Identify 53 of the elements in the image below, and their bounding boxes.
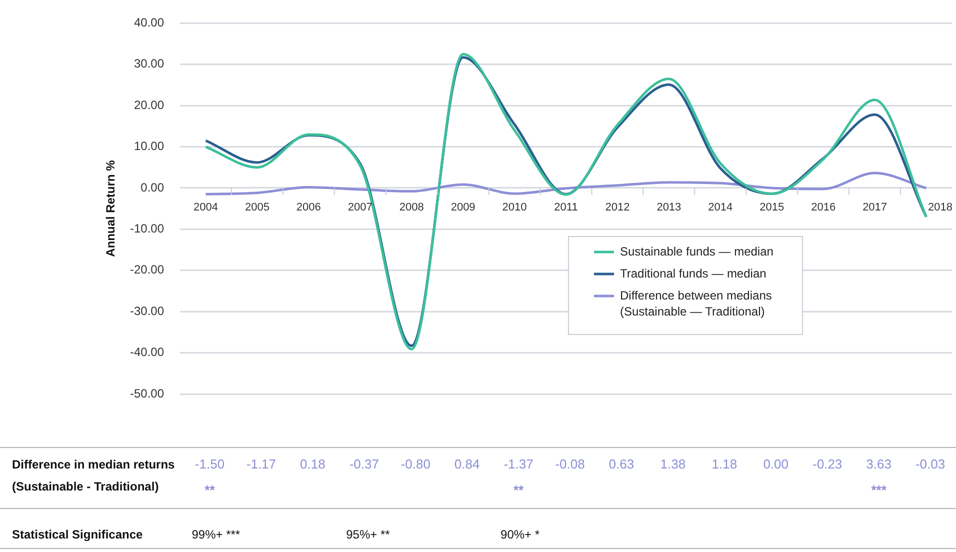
x-tick-label: 2011 xyxy=(554,202,578,214)
y-tick-label: -50.00 xyxy=(130,386,164,400)
data-label: -1.37 xyxy=(504,456,534,472)
y-tick-label: 20.00 xyxy=(134,98,164,112)
data-label: -0.80 xyxy=(400,456,430,472)
x-tick-label: 2007 xyxy=(348,202,372,214)
line-series xyxy=(204,172,928,196)
legend-label: Traditional funds — median xyxy=(620,266,766,280)
y-tick-label: 30.00 xyxy=(134,56,164,71)
data-label: 1.18 xyxy=(712,456,738,472)
data-label: -0.23 xyxy=(812,456,842,472)
y-tick-label: -10.00 xyxy=(130,222,164,236)
x-tick-label: 2012 xyxy=(605,202,630,214)
data-label: 0.00 xyxy=(763,456,789,472)
x-tick-label: 2004 xyxy=(193,202,218,214)
x-tick-label: 2005 xyxy=(244,202,270,214)
text: *** xyxy=(871,482,888,498)
legend-label: Sustainable funds — median xyxy=(620,244,774,258)
data-label: 0.84 xyxy=(454,456,480,472)
x-tick-label: 2016 xyxy=(811,202,836,214)
x-tick-label: 2017 xyxy=(862,202,888,214)
data-label: 1.38 xyxy=(660,456,686,472)
y-axis-title: Annual Return % xyxy=(104,160,118,257)
y-tick-label: 10.00 xyxy=(134,139,164,154)
data-label: 0.63 xyxy=(608,456,634,472)
x-tick-label: 2009 xyxy=(450,202,476,214)
y-tick-label: -40.00 xyxy=(130,345,164,360)
text: 95%+ ** xyxy=(346,527,390,542)
data-label: 0.18 xyxy=(300,456,326,472)
x-tick-label: 2013 xyxy=(656,202,682,214)
data-label: 3.63 xyxy=(866,456,892,472)
x-tick-label: 2014 xyxy=(708,202,733,214)
text: 90%+ * xyxy=(500,527,540,542)
text: ** xyxy=(204,482,216,498)
y-tick-label: 0.00 xyxy=(140,180,164,194)
x-tick-label: 2015 xyxy=(760,202,784,214)
legend-label: Difference between medians (Sustainable — Traditional) xyxy=(620,288,772,318)
x-tick-label: 2018 xyxy=(928,202,953,214)
x-tick-label: 2006 xyxy=(296,202,321,214)
y-tick-label: 40.00 xyxy=(134,16,164,30)
text: ** xyxy=(513,482,525,498)
x-tick-label: 2010 xyxy=(502,202,527,214)
data-label: -1.17 xyxy=(246,456,276,472)
x-tick-label: 2008 xyxy=(399,202,424,214)
y-tick-label: -20.00 xyxy=(130,262,164,277)
data-label: -0.37 xyxy=(349,456,379,472)
data-label: -0.08 xyxy=(555,456,585,472)
data-label: -0.03 xyxy=(915,456,946,472)
text: Difference in median returns (Sustainable - Traditional) xyxy=(12,457,176,494)
text: 99%+ *** xyxy=(192,527,240,542)
data-label: -1.50 xyxy=(194,456,225,472)
y-tick-label: -30.00 xyxy=(130,304,164,318)
text: Statistical Significance xyxy=(12,527,144,542)
